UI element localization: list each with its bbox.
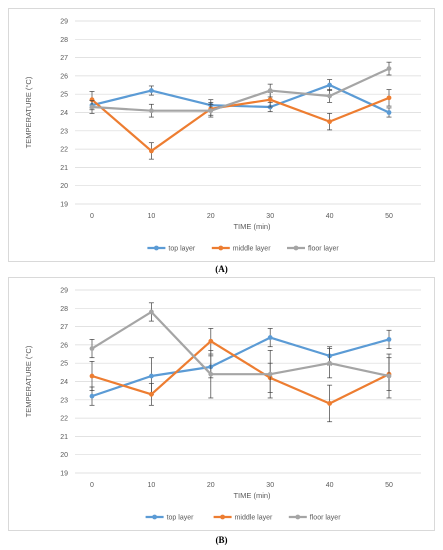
y-tick-label: 25 <box>60 92 68 99</box>
y-tick-label: 19 <box>60 202 68 209</box>
y-tick-label: 20 <box>60 183 68 190</box>
middle-layer-point <box>208 338 214 344</box>
floor-layer-point <box>208 371 214 377</box>
middle-layer-point <box>267 97 273 103</box>
x-tick-label: 20 <box>207 213 215 220</box>
y-tick-label: 25 <box>60 361 68 368</box>
floor-layer-line <box>91 67 390 112</box>
y-tick-label: 27 <box>60 324 68 331</box>
middle-layer-line <box>91 96 390 153</box>
y-tick-label: 28 <box>60 37 68 44</box>
legend-label: top layer <box>167 515 195 522</box>
legend-item-floor-layer: floor layer <box>287 246 339 253</box>
y-tick-label: 20 <box>60 452 68 459</box>
chart-a-svg: 19 20 21 22 23 24 25 26 27 28 29 0 10 20 30 40 50 TIME (m… <box>24 19 421 253</box>
y-tick-label: 22 <box>60 416 68 423</box>
x-tick-label: 0 <box>90 213 94 220</box>
floor-layer-point <box>386 373 392 379</box>
x-axis-title: TIME (min) <box>233 222 271 231</box>
x-tick-label: 50 <box>385 482 393 489</box>
top-layer-point <box>267 335 273 340</box>
x-tick-label: 0 <box>90 482 94 489</box>
middle-layer-point <box>327 119 332 125</box>
legend-label: floor layer <box>308 246 339 253</box>
legend-item-top-layer: top layer <box>147 246 196 253</box>
floor-layer-point <box>327 360 332 366</box>
y-tick-label: 23 <box>60 128 68 135</box>
top-layer-line <box>91 336 390 398</box>
y-tick-label: 21 <box>60 165 68 172</box>
middle-layer-point <box>327 401 332 406</box>
legend-item-top-layer: top layer <box>145 515 195 522</box>
x-tick-label: 50 <box>385 213 393 220</box>
legend-label: floor layer <box>310 515 341 522</box>
y-tick-label: 21 <box>60 434 68 441</box>
y-tick-label: 26 <box>60 342 68 349</box>
middle-layer-point <box>149 148 154 154</box>
middle-layer-point <box>149 391 154 397</box>
x-tick-label: 30 <box>266 213 274 220</box>
y-tick-label: 27 <box>60 55 68 62</box>
legend-item-floor-layer: floor layer <box>288 515 341 522</box>
chart-panel-b: 19 20 21 22 23 24 25 26 27 28 29 0 10 20 30 40 50 TIME (m… <box>8 277 435 531</box>
legend-label: top layer <box>168 246 196 253</box>
panel-label-b: (B) <box>215 535 228 545</box>
legend-item-middle-layer: middle layer <box>211 246 271 253</box>
top-layer-line <box>91 83 390 114</box>
floor-layer-line <box>91 310 390 378</box>
legend-label: middle layer <box>233 246 271 253</box>
floor-layer-point <box>267 88 273 93</box>
x-tick-label: 10 <box>148 213 156 220</box>
floor-layer-point <box>89 104 95 110</box>
y-axis-title: TEMPERATURE (°C) <box>24 76 33 148</box>
y-tick-label: 22 <box>60 147 68 154</box>
y-tick-label: 29 <box>60 19 68 26</box>
y-tick-label: 23 <box>60 397 68 404</box>
panel-label-a: (A) <box>215 264 228 274</box>
y-tick-label: 24 <box>60 110 68 117</box>
x-tick-label: 40 <box>326 213 334 220</box>
floor-layer-point <box>386 66 392 71</box>
x-tick-label: 20 <box>207 482 215 489</box>
top-layer-point <box>386 110 392 115</box>
floor-layer-point <box>327 93 332 99</box>
y-tick-label: 19 <box>60 471 68 478</box>
middle-layer-point <box>386 95 392 101</box>
middle-layer-point <box>89 373 95 379</box>
chart-b-svg: 19 20 21 22 23 24 25 26 27 28 29 0 10 20 30 40 50 TIME (m… <box>24 288 421 522</box>
floor-layer-point <box>267 371 273 377</box>
x-tick-label: 30 <box>266 482 274 489</box>
top-layer-point <box>89 393 95 399</box>
middle-layer-line <box>91 340 390 405</box>
y-tick-label: 26 <box>60 73 68 80</box>
x-axis-title: TIME (min) <box>233 491 271 500</box>
floor-layer-point <box>208 108 214 114</box>
top-layer-point <box>149 373 154 379</box>
top-layer-point <box>149 88 154 93</box>
y-tick-label: 24 <box>60 379 68 386</box>
chart-panel-a: 19 20 21 22 23 24 25 26 27 28 29 0 10 20 30 40 50 TIME (m… <box>8 8 435 262</box>
floor-layer-point <box>149 309 154 315</box>
x-tick-label: 40 <box>326 482 334 489</box>
y-axis-title: TEMPERATURE (°C) <box>24 345 33 417</box>
floor-layer-point <box>149 108 154 114</box>
legend-label: middle layer <box>235 515 273 522</box>
legend-item-middle-layer: middle layer <box>213 515 273 522</box>
top-layer-point <box>327 82 332 88</box>
y-tick-label: 29 <box>60 288 68 295</box>
top-layer-point <box>386 337 392 342</box>
y-tick-label: 28 <box>60 306 68 313</box>
floor-layer-point <box>89 346 95 351</box>
x-tick-label: 10 <box>148 482 156 489</box>
